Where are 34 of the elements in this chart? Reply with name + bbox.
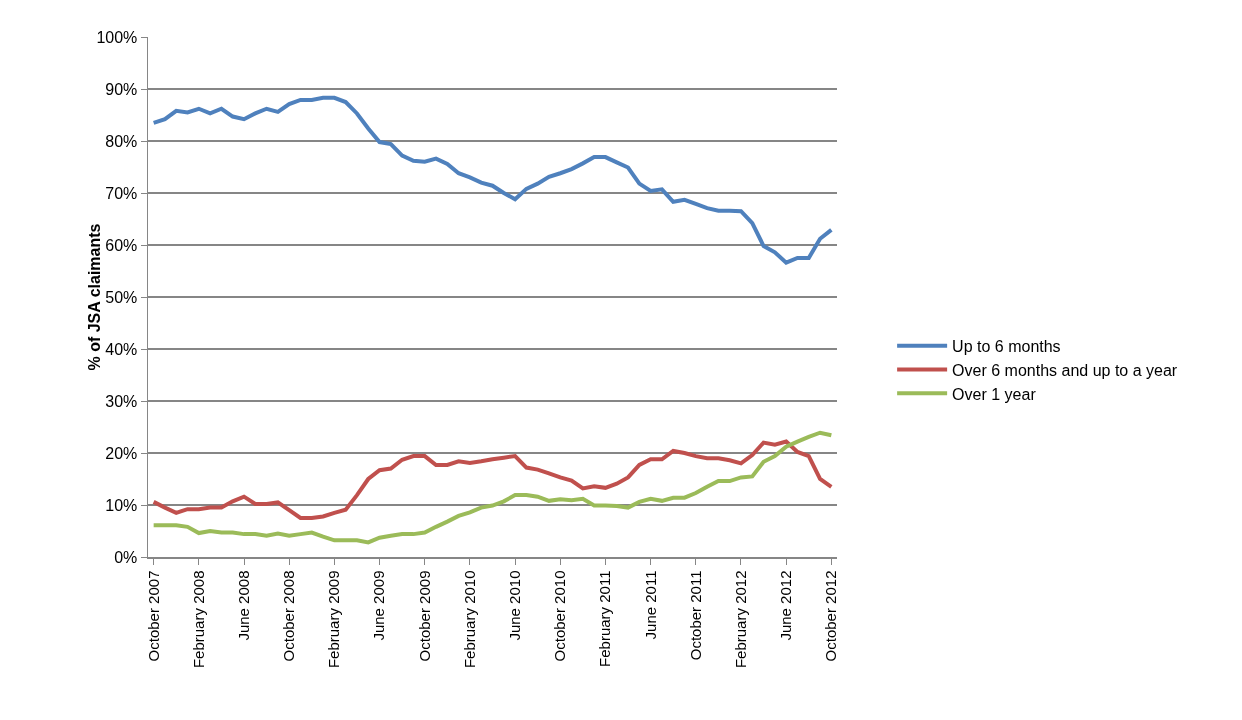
y-tick-label: 100%: [96, 28, 138, 46]
y-tick-label: 10%: [105, 496, 138, 514]
x-tick-label: October 2009: [415, 570, 433, 662]
x-tick-label: June 2008: [234, 570, 252, 641]
x-tick-label: February 2009: [325, 570, 343, 669]
y-tick-label: 50%: [105, 288, 138, 306]
y-tick-label: 60%: [105, 236, 138, 254]
x-tick-label: October 2012: [822, 570, 840, 662]
x-tick-label: June 2010: [505, 570, 523, 641]
x-tick-label: October 2008: [280, 570, 298, 662]
y-tick-label: 90%: [105, 80, 138, 98]
line-series: [151, 430, 834, 545]
legend-label: Up to 6 months: [952, 337, 1061, 355]
legend-label: Over 6 months and up to a year: [952, 361, 1178, 379]
line-series: [151, 95, 834, 265]
x-tick-label: February 2010: [460, 570, 478, 669]
y-tick-label: 20%: [105, 444, 138, 462]
x-tick-label: June 2012: [777, 570, 795, 641]
y-tick-label: 70%: [105, 184, 138, 202]
x-tick-label: February 2011: [596, 570, 614, 667]
y-tick-label: 30%: [105, 392, 138, 410]
legend-label: Over 1 year: [952, 385, 1037, 403]
y-tick-label: 0%: [114, 548, 138, 566]
x-tick-label: October 2007: [144, 570, 162, 662]
x-tick-label: June 2009: [370, 570, 388, 641]
y-tick-label: 80%: [105, 132, 138, 150]
y-axis-title: % of JSA claimants: [86, 223, 104, 371]
x-tick-label: June 2011: [641, 570, 659, 640]
x-tick-label: October 2011: [686, 570, 704, 661]
y-tick-label: 40%: [105, 340, 138, 358]
x-tick-label: October 2010: [551, 570, 569, 662]
x-tick-label: February 2008: [189, 570, 207, 669]
line-series: [151, 439, 834, 520]
x-tick-label: February 2012: [731, 570, 749, 669]
